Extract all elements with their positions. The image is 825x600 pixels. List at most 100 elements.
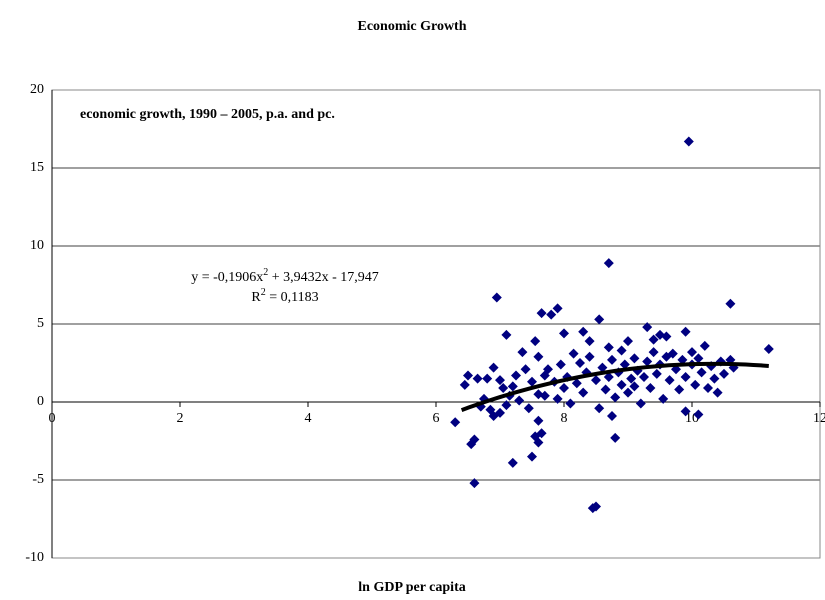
point (680, 406, 691, 417)
point (597, 362, 608, 373)
point (578, 326, 589, 337)
point (642, 356, 653, 367)
point (472, 373, 483, 384)
point (677, 354, 688, 365)
point (533, 415, 544, 426)
point (712, 387, 723, 398)
point (623, 387, 633, 398)
point (594, 314, 605, 325)
trendline-equation: y = -0,1906x2 + 3,9432x - 17,947 (191, 267, 379, 285)
trendline (460, 361, 769, 412)
x-axis-label: ln GDP per capita (358, 580, 465, 595)
x-tick-label: 4 (305, 411, 312, 426)
point (546, 309, 557, 320)
point (709, 373, 720, 384)
annotation: economic growth, 1990 – 2005, p.a. and p… (80, 107, 335, 122)
point (520, 364, 531, 375)
point (463, 370, 473, 381)
point (514, 395, 525, 406)
trendline-equation-part: + 3,9432x - 17,947 (268, 270, 379, 285)
trendline-r2-part: 2 (261, 287, 266, 298)
point (648, 334, 659, 345)
point (594, 403, 605, 414)
point (648, 347, 659, 358)
x-tick-label: 6 (433, 411, 440, 426)
point (629, 353, 640, 364)
point (501, 400, 512, 411)
point (559, 382, 569, 393)
point (488, 362, 499, 373)
point (495, 375, 505, 386)
point (690, 379, 701, 390)
point (571, 378, 582, 389)
point (501, 329, 512, 340)
chart-title: Economic Growth (357, 19, 466, 34)
point (527, 451, 537, 462)
point (607, 354, 617, 365)
point (517, 347, 528, 358)
point (645, 382, 656, 393)
point (498, 382, 509, 393)
point (450, 417, 461, 428)
point (629, 381, 640, 392)
point (642, 322, 653, 333)
trendline-r2-part: R (251, 290, 261, 305)
point (565, 398, 576, 409)
point (507, 381, 518, 392)
point (680, 372, 691, 383)
point (696, 367, 707, 378)
point (578, 387, 589, 398)
point (469, 478, 480, 489)
point (626, 373, 637, 384)
trendline-equation-part: 2 (263, 267, 268, 278)
x-tick-label: 0 (49, 411, 56, 426)
point (658, 393, 669, 404)
point (543, 364, 553, 375)
point (459, 379, 470, 390)
point (568, 348, 579, 359)
y-tick-label: 10 (30, 238, 44, 253)
point (616, 379, 627, 390)
trendline-r2-part: = 0,1183 (266, 290, 319, 305)
y-tick-label: 15 (30, 160, 44, 175)
point (591, 375, 601, 386)
point (610, 432, 621, 443)
y-tick-label: -10 (25, 550, 44, 565)
point (719, 368, 729, 379)
y-tick-label: -5 (32, 472, 44, 487)
point (495, 407, 505, 418)
point (603, 372, 614, 383)
point (616, 345, 627, 356)
point (491, 292, 502, 303)
point (725, 298, 736, 309)
point (639, 372, 649, 383)
point (584, 336, 595, 347)
point (523, 403, 534, 414)
point (507, 457, 518, 468)
point (530, 336, 541, 347)
x-tick-label: 2 (177, 411, 184, 426)
point (699, 340, 710, 351)
point (623, 336, 633, 347)
point (552, 393, 563, 404)
point (533, 351, 544, 362)
y-tick-label: 5 (37, 316, 44, 331)
point (703, 382, 713, 393)
point (683, 136, 694, 147)
y-tick-label: 20 (30, 82, 44, 97)
point (693, 409, 704, 420)
point (693, 353, 704, 364)
point (536, 308, 547, 319)
point (603, 342, 614, 353)
point (533, 437, 544, 448)
x-tick-label: 8 (561, 411, 568, 426)
point (555, 359, 566, 370)
x-tick-label: 12 (813, 411, 825, 426)
point (674, 384, 685, 395)
point (584, 351, 595, 362)
point (575, 358, 585, 368)
point (619, 359, 630, 370)
point (600, 384, 611, 395)
point (539, 390, 550, 401)
